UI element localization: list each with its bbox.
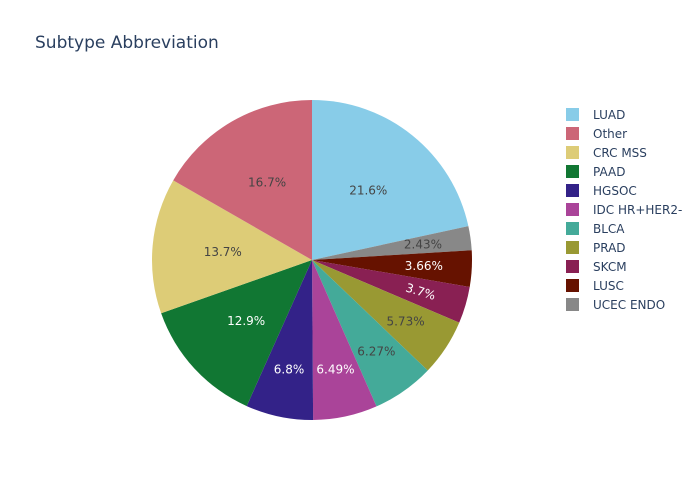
legend-swatch xyxy=(566,146,579,159)
legend-label: CRC MSS xyxy=(593,145,647,160)
legend-label: LUSC xyxy=(593,278,624,293)
legend-label: LUAD xyxy=(593,107,626,122)
legend-swatch xyxy=(566,260,579,273)
legend-item-blca[interactable]: BLCA xyxy=(566,219,682,238)
legend-item-crc-mss[interactable]: CRC MSS xyxy=(566,143,682,162)
legend-label: PRAD xyxy=(593,240,626,255)
legend-swatch xyxy=(566,165,579,178)
slice-label-lusc: 3.66% xyxy=(405,259,443,273)
pie-slice-lusc[interactable] xyxy=(312,250,473,287)
slice-label-blca: 6.27% xyxy=(357,345,395,359)
pie-slice-ucec-endo[interactable] xyxy=(312,226,472,260)
slice-label-paad: 12.9% xyxy=(227,314,265,328)
legend-swatch xyxy=(566,298,579,311)
slice-label-ucec-endo: 2.43% xyxy=(404,238,442,252)
legend-swatch xyxy=(566,127,579,140)
legend-item-paad[interactable]: PAAD xyxy=(566,162,682,181)
legend-swatch xyxy=(566,203,579,216)
pie-slice-prad[interactable] xyxy=(312,260,460,371)
legend-label: BLCA xyxy=(593,221,625,236)
legend-swatch xyxy=(566,184,579,197)
pie-slice-hgsoc[interactable] xyxy=(246,260,314,421)
legend-item-ucec-endo[interactable]: UCEC ENDO xyxy=(566,295,682,314)
chart-title: Subtype Abbreviation xyxy=(35,33,219,53)
legend-item-lusc[interactable]: LUSC xyxy=(566,276,682,295)
legend-swatch xyxy=(566,222,579,235)
legend-label: UCEC ENDO xyxy=(593,297,666,312)
slice-label-idc-hr-her2: 6.49% xyxy=(316,363,354,377)
legend-item-prad[interactable]: PRAD xyxy=(566,238,682,257)
legend-item-idc-hr-her2[interactable]: IDC HR+HER2- xyxy=(566,200,682,219)
legend-swatch xyxy=(566,241,579,254)
legend-label: HGSOC xyxy=(593,183,637,198)
legend-label: Other xyxy=(593,126,628,141)
pie-slice-luad[interactable] xyxy=(312,100,469,260)
legend-item-luad[interactable]: LUAD xyxy=(566,105,682,124)
slice-label-other: 16.7% xyxy=(248,175,286,189)
legend-swatch xyxy=(566,108,579,121)
legend-label: SKCM xyxy=(593,259,627,274)
pie-slice-crc-mss[interactable] xyxy=(151,180,312,314)
legend-item-hgsoc[interactable]: HGSOC xyxy=(566,181,682,200)
pie-slice-blca[interactable] xyxy=(312,260,428,407)
legend-item-skcm[interactable]: SKCM xyxy=(566,257,682,276)
legend-label: PAAD xyxy=(593,164,626,179)
legend-swatch xyxy=(566,279,579,292)
pie-slice-other[interactable] xyxy=(173,100,312,260)
legend: LUAD Other CRC MSS PAAD HGSOC IDC HR+HER2- BLC… xyxy=(566,105,682,314)
slice-label-luad: 21.6% xyxy=(349,183,387,197)
pie-slice-paad[interactable] xyxy=(161,260,312,407)
legend-item-other[interactable]: Other xyxy=(566,124,682,143)
pie-slice-idc-hr-her2[interactable] xyxy=(312,260,377,420)
pie-slice-skcm[interactable] xyxy=(312,260,470,323)
legend-label: IDC HR+HER2- xyxy=(593,202,683,217)
slice-label-hgsoc: 6.8% xyxy=(274,363,305,377)
slice-label-prad: 5.73% xyxy=(386,315,424,329)
slice-label-crc-mss: 13.7% xyxy=(204,245,242,259)
